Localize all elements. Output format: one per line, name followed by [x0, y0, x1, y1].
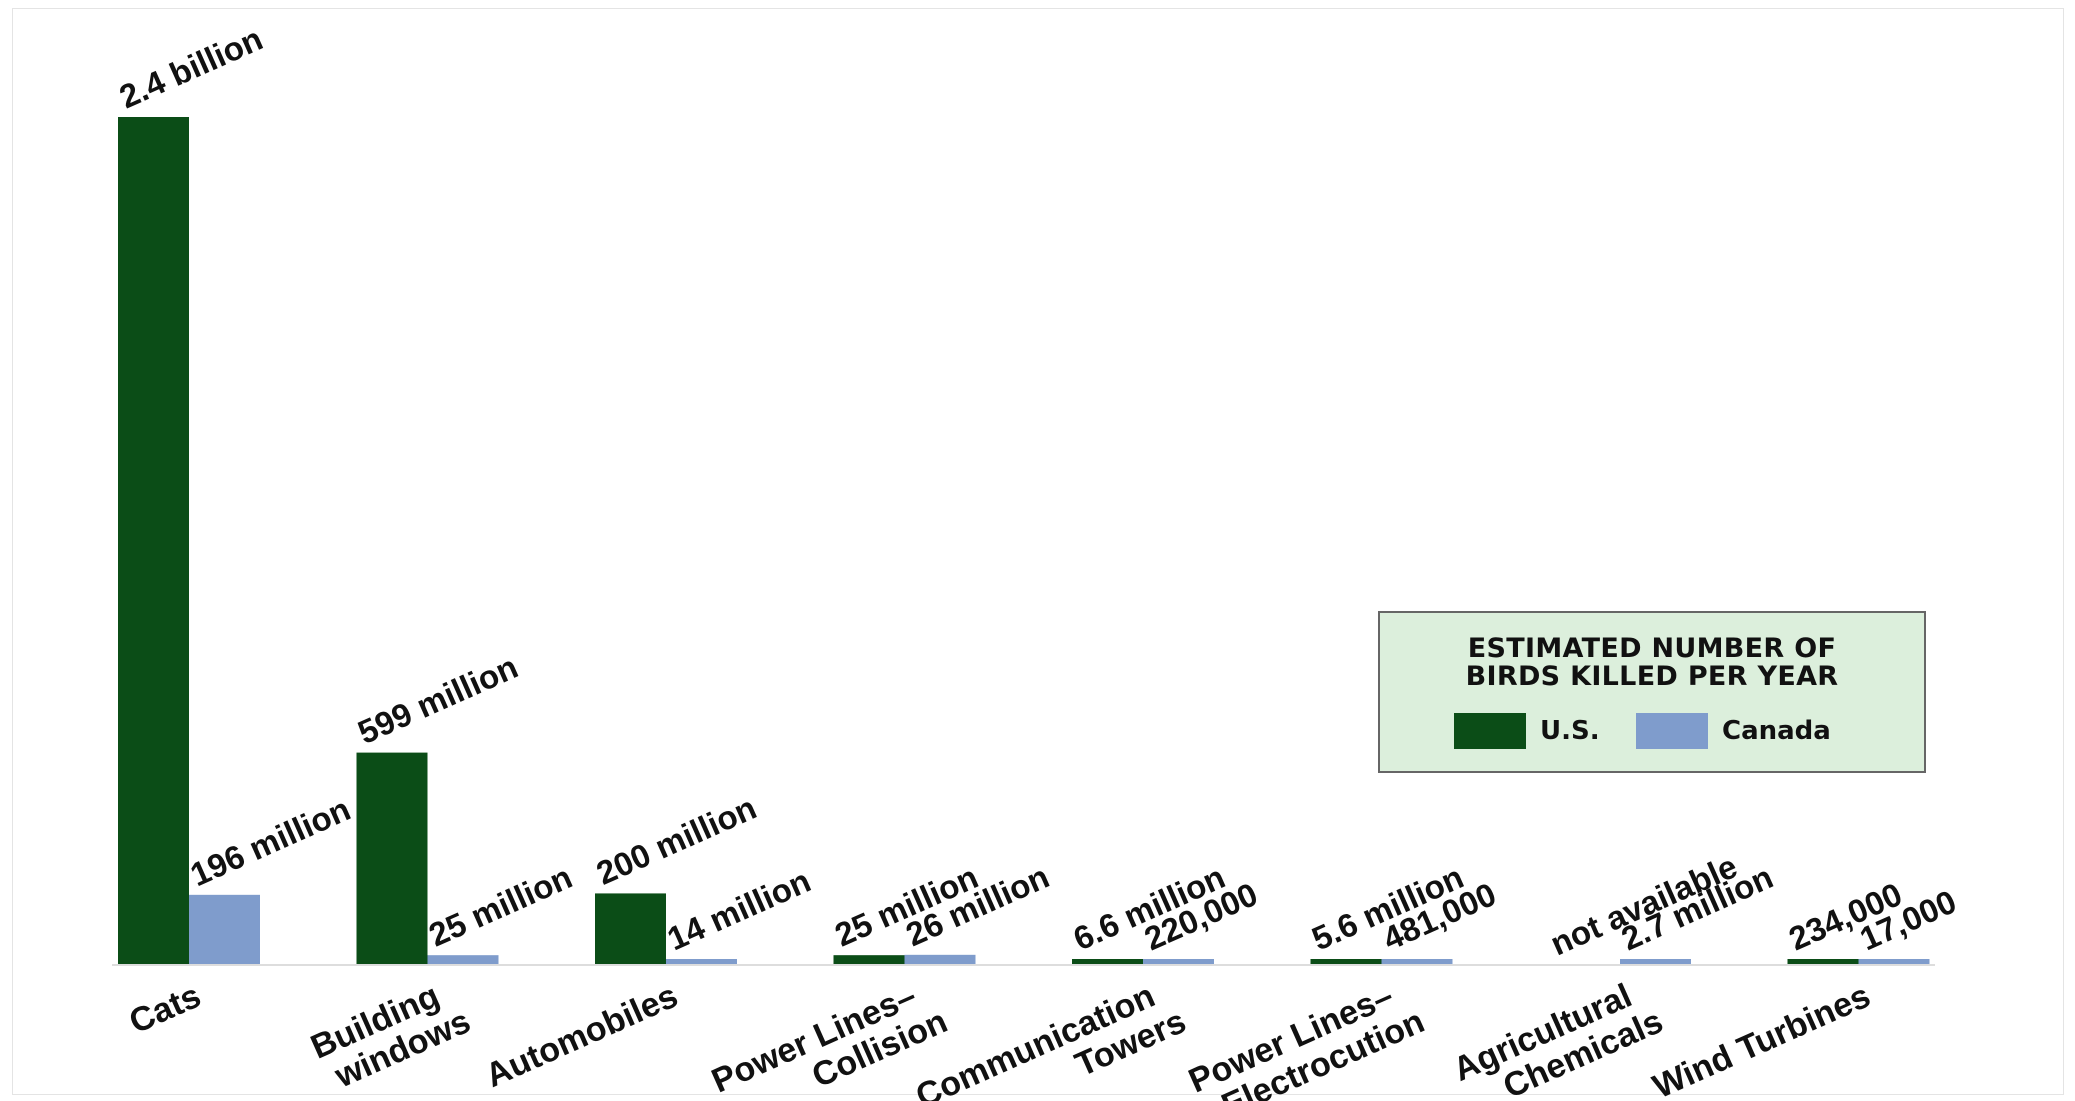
category-label-5: Power Lines–Electrocution [1183, 969, 1430, 1101]
bar-us-1 [356, 752, 428, 964]
data-label-us-1: 599 million [352, 648, 523, 751]
legend-title: ESTIMATED NUMBER OF BIRDS KILLED PER YEA… [1465, 633, 1839, 692]
bar-us-0 [118, 117, 189, 964]
legend-swatch-us [1454, 713, 1526, 749]
legend-item-us: U.S. [1454, 713, 1600, 749]
bar-us-7 [1787, 959, 1859, 964]
bar-canada-4 [1143, 959, 1214, 964]
category-label-2: Automobiles [480, 977, 684, 1095]
legend-item-canada: Canada [1636, 713, 1831, 749]
data-label-canada-0: 196 million [185, 790, 356, 893]
data-label-us-2: 200 million [591, 789, 762, 892]
bar-us-2 [595, 893, 666, 964]
data-label-canada-1: 25 million [423, 858, 577, 954]
data-label-canada-2: 14 million [662, 862, 816, 958]
bar-canada-2 [666, 959, 737, 964]
legend-swatch-canada [1636, 713, 1708, 749]
bar-canada-3 [904, 954, 976, 964]
category-label-4: CommunicationTowers [910, 969, 1191, 1101]
legend-label-canada: Canada [1722, 716, 1831, 746]
bar-us-5 [1310, 959, 1382, 964]
bar-us-4 [1072, 959, 1143, 964]
bar-canada-5 [1381, 959, 1453, 964]
data-label-us-0: 2.4 billion [114, 20, 268, 116]
bar-us-3 [833, 955, 905, 964]
category-label-0: Cats [124, 977, 207, 1042]
bar-canada-6 [1620, 959, 1691, 964]
category-label-6: AgriculturalChemicals [1448, 969, 1669, 1101]
bar-canada-7 [1858, 959, 1930, 964]
bar-canada-1 [427, 955, 499, 964]
category-label-1: Buildingwindows [305, 969, 476, 1099]
legend: ESTIMATED NUMBER OF BIRDS KILLED PER YEA… [1378, 611, 1926, 773]
category-label-7: Wind Turbines [1647, 977, 1876, 1101]
legend-label-us: U.S. [1540, 716, 1600, 746]
chart-frame [12, 8, 2064, 1095]
bar-canada-0 [189, 894, 260, 964]
